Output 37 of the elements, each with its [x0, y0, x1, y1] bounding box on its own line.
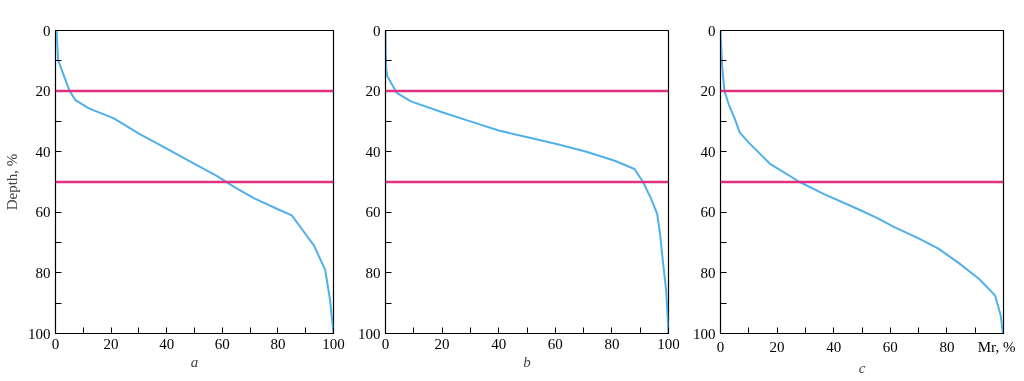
x-tick-label: 100	[657, 335, 680, 352]
x-tick-label: 20	[769, 338, 785, 355]
y-tick-label: 40	[365, 143, 381, 160]
y-tick-label: 60	[35, 204, 51, 221]
line-series	[55, 30, 334, 334]
y-tick-label: 60	[700, 204, 716, 221]
x-tick-label: 60	[547, 335, 563, 352]
y-tick-label: 60	[365, 204, 381, 221]
y-tick-label: 80	[35, 264, 51, 281]
y-tick-label: 40	[700, 143, 716, 160]
y-tick-label: 20	[365, 83, 381, 100]
y-axis-title: Depth, %	[4, 153, 20, 211]
x-tick-label: 80	[270, 335, 286, 352]
y-tick-label: 0	[708, 22, 716, 39]
x-tick-label: 60	[214, 335, 230, 352]
y-tick-label: 0	[373, 22, 381, 39]
y-tick-label: 0	[43, 22, 51, 39]
x-tick-label: 60	[882, 338, 898, 355]
x-axis-title: b	[523, 353, 532, 370]
x-tick-label: 80	[939, 338, 955, 355]
y-tick-label: 80	[700, 264, 716, 281]
x-tick-label: 100	[322, 335, 345, 352]
y-tick-label: 20	[35, 83, 51, 100]
line-series	[720, 30, 1004, 334]
x-tick-label: 40	[491, 335, 507, 352]
x-tick-label: 40	[159, 335, 175, 352]
x-tick-label: 20	[434, 335, 450, 352]
x-tick-label: 40	[826, 338, 842, 355]
x-axis-title: a	[190, 353, 199, 370]
x-tick-label: Mr, %	[977, 338, 1016, 355]
x-axis-title: c	[858, 359, 866, 376]
line-series	[385, 30, 669, 334]
y-tick-label: 80	[365, 264, 381, 281]
x-tick-label: 20	[103, 335, 119, 352]
x-tick-label: 80	[604, 335, 620, 352]
y-tick-label: 20	[700, 83, 716, 100]
y-tick-label: 40	[35, 143, 51, 160]
